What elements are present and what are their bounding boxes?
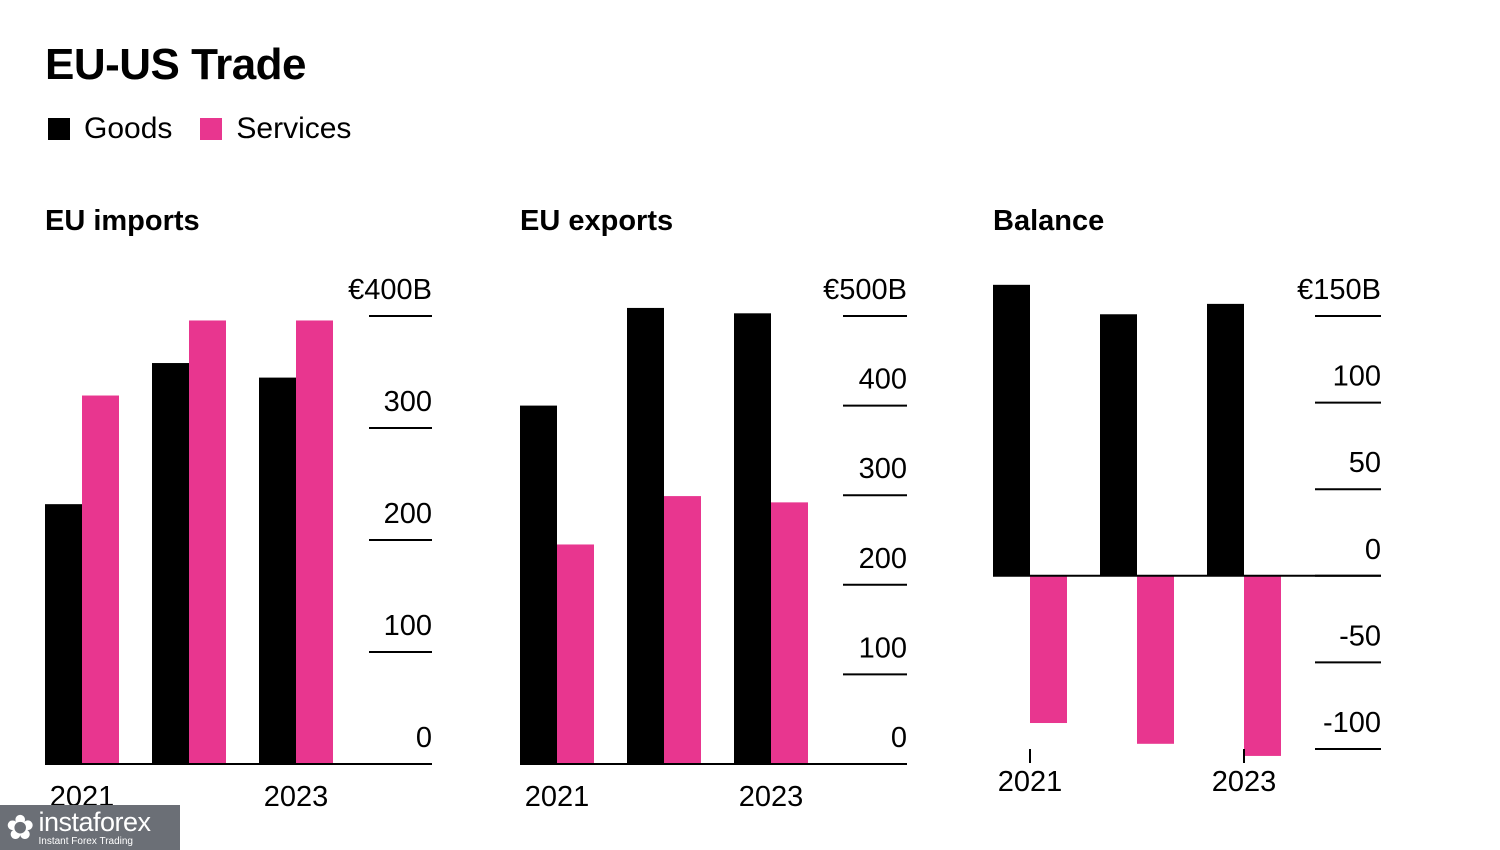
bar-eu-exports-services-2023 [771, 502, 808, 764]
bar-balance-services-2022 [1137, 575, 1174, 744]
legend-item-goods: Goods [48, 112, 172, 146]
bar-balance-goods-2021 [993, 284, 1030, 576]
y-tick-label-balance: 100 [1333, 361, 1381, 393]
bar-eu-imports-services-2021 [82, 395, 119, 764]
x-tick-label-balance: 2021 [998, 766, 1063, 798]
x-tick-label-eu-exports: 2023 [739, 781, 804, 813]
x-tick-label-eu-imports: 2023 [264, 781, 329, 813]
bar-eu-exports-goods-2022 [627, 307, 664, 764]
legend-swatch-goods [48, 118, 70, 140]
chart-title: EU-US Trade [45, 40, 307, 89]
bar-eu-imports-goods-2021 [45, 504, 82, 764]
x-tick-label-balance: 2023 [1212, 766, 1277, 798]
watermark-name: instaforex [38, 806, 152, 837]
bar-eu-imports-services-2022 [189, 320, 226, 764]
y-tick-label-balance: -50 [1339, 620, 1381, 652]
y-tick-label-eu-imports: €400B [348, 274, 432, 306]
y-tick-label-eu-exports: 0 [891, 722, 907, 754]
y-tick-label-balance: 0 [1365, 534, 1381, 566]
bar-eu-exports-services-2022 [664, 496, 701, 764]
legend-item-services: Services [200, 112, 351, 146]
legend-swatch-services [200, 118, 223, 140]
legend: Goods Services [48, 112, 379, 146]
bar-eu-imports-services-2023 [296, 320, 333, 764]
bar-eu-imports-goods-2023 [259, 377, 296, 764]
y-tick-label-eu-exports: 400 [859, 364, 907, 396]
bar-balance-services-2023 [1244, 575, 1281, 756]
y-tick-label-balance: 50 [1349, 447, 1381, 479]
panel-title-balance: Balance [993, 205, 1104, 237]
y-tick-label-eu-exports: 200 [859, 543, 907, 575]
y-tick-label-eu-imports: 100 [384, 610, 432, 642]
watermark-badge: ✿ instaforex Instant Forex Trading [0, 805, 180, 850]
watermark-text: instaforex Instant Forex Trading [38, 806, 152, 847]
y-tick-label-eu-imports: 0 [416, 722, 432, 754]
y-tick-label-balance: €150B [1297, 274, 1381, 306]
watermark-tagline: Instant Forex Trading [38, 835, 134, 847]
y-tick-label-eu-exports: 300 [859, 453, 907, 485]
bar-eu-exports-goods-2023 [734, 313, 771, 764]
legend-label-services: Services [236, 112, 352, 145]
bar-balance-goods-2023 [1207, 303, 1244, 576]
y-tick-label-eu-exports: €500B [823, 274, 907, 306]
y-tick-label-eu-imports: 300 [384, 386, 432, 418]
y-tick-label-eu-exports: 100 [859, 632, 907, 664]
bar-eu-exports-goods-2021 [520, 405, 557, 764]
panel-title-eu-imports: EU imports [45, 205, 200, 237]
y-tick-label-balance: -100 [1323, 707, 1381, 739]
legend-label-goods: Goods [84, 112, 173, 145]
bar-eu-exports-services-2021 [557, 544, 594, 764]
gear-flower-icon: ✿ [6, 808, 35, 847]
bar-balance-goods-2022 [1100, 314, 1137, 576]
bar-eu-imports-goods-2022 [152, 363, 189, 764]
y-tick-label-eu-imports: 200 [384, 498, 432, 530]
panel-title-eu-exports: EU exports [520, 205, 673, 237]
bar-balance-services-2021 [1030, 575, 1067, 724]
x-tick-label-eu-exports: 2021 [525, 781, 590, 813]
